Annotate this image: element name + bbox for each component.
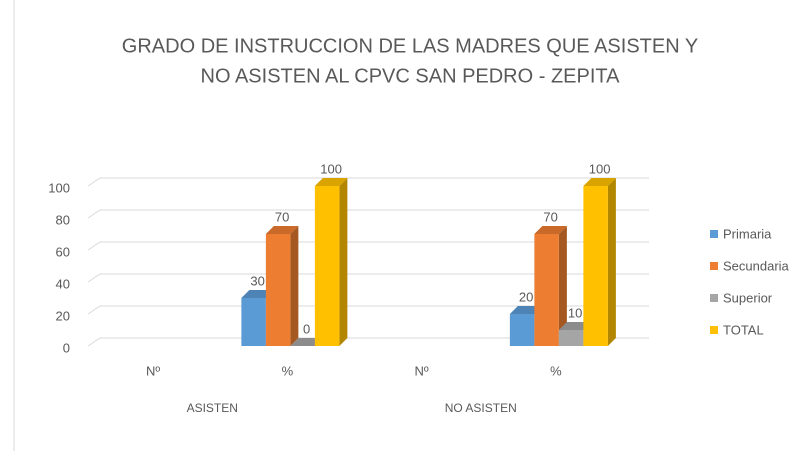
bar: [534, 234, 559, 346]
y-tick-label: 20: [56, 308, 70, 323]
y-tick-label: 60: [56, 244, 70, 259]
legend-label: TOTAL: [723, 322, 764, 337]
legend-label: Primaria: [723, 226, 772, 241]
bar-top: [558, 322, 592, 330]
x-tick-label: Nº: [146, 363, 160, 378]
bar: [509, 314, 535, 346]
bar-top: [290, 338, 323, 346]
x-tick-label: %: [550, 363, 562, 378]
bar: [241, 298, 266, 346]
grid-line: [87, 177, 649, 187]
bar-top: [583, 178, 616, 186]
bar: [583, 186, 608, 346]
legend-swatch: [710, 262, 718, 270]
y-tick-label: 80: [56, 212, 70, 227]
y-tick-label: 40: [56, 276, 70, 291]
chart-title: NO ASISTEN AL CPVC SAN PEDRO - ZEPITA: [201, 65, 621, 87]
data-label: 10: [568, 305, 582, 320]
y-tick-label: 0: [63, 340, 70, 355]
bar: [558, 330, 584, 346]
legend-swatch: [710, 326, 718, 334]
data-label: 0: [303, 321, 310, 336]
y-tick-label: 100: [48, 180, 70, 195]
bar-side: [290, 226, 299, 346]
chart-title: GRADO DE INSTRUCCION DE LAS MADRES QUE A…: [122, 35, 698, 57]
grid-line: [87, 305, 649, 315]
bar-top: [509, 306, 543, 314]
legend-label: Superior: [723, 290, 773, 305]
bar: [314, 186, 340, 346]
bar-side: [339, 178, 348, 346]
data-label: 20: [519, 289, 533, 304]
data-label: 100: [320, 161, 342, 176]
data-label: 100: [589, 161, 611, 176]
group-label: NO ASISTEN: [445, 401, 517, 415]
data-label: 70: [543, 209, 557, 224]
bar: [265, 234, 291, 346]
grid-line: [87, 209, 649, 219]
x-tick-label: %: [282, 363, 294, 378]
data-label: 70: [275, 209, 289, 224]
x-tick-label: Nº: [415, 363, 429, 378]
bar-top: [265, 226, 299, 234]
legend-swatch: [710, 230, 718, 238]
bar-top: [314, 178, 348, 186]
data-label: 30: [250, 273, 264, 288]
bar-top: [534, 226, 567, 234]
bar-side: [558, 226, 567, 346]
legend-label: Secundaria: [723, 258, 790, 273]
bar-top: [241, 290, 274, 298]
legend-swatch: [710, 294, 718, 302]
group-label: ASISTEN: [187, 401, 238, 415]
grid-line: [87, 337, 649, 347]
grid-line: [87, 241, 649, 251]
grid-line: [87, 273, 649, 283]
bar-side: [607, 178, 616, 346]
